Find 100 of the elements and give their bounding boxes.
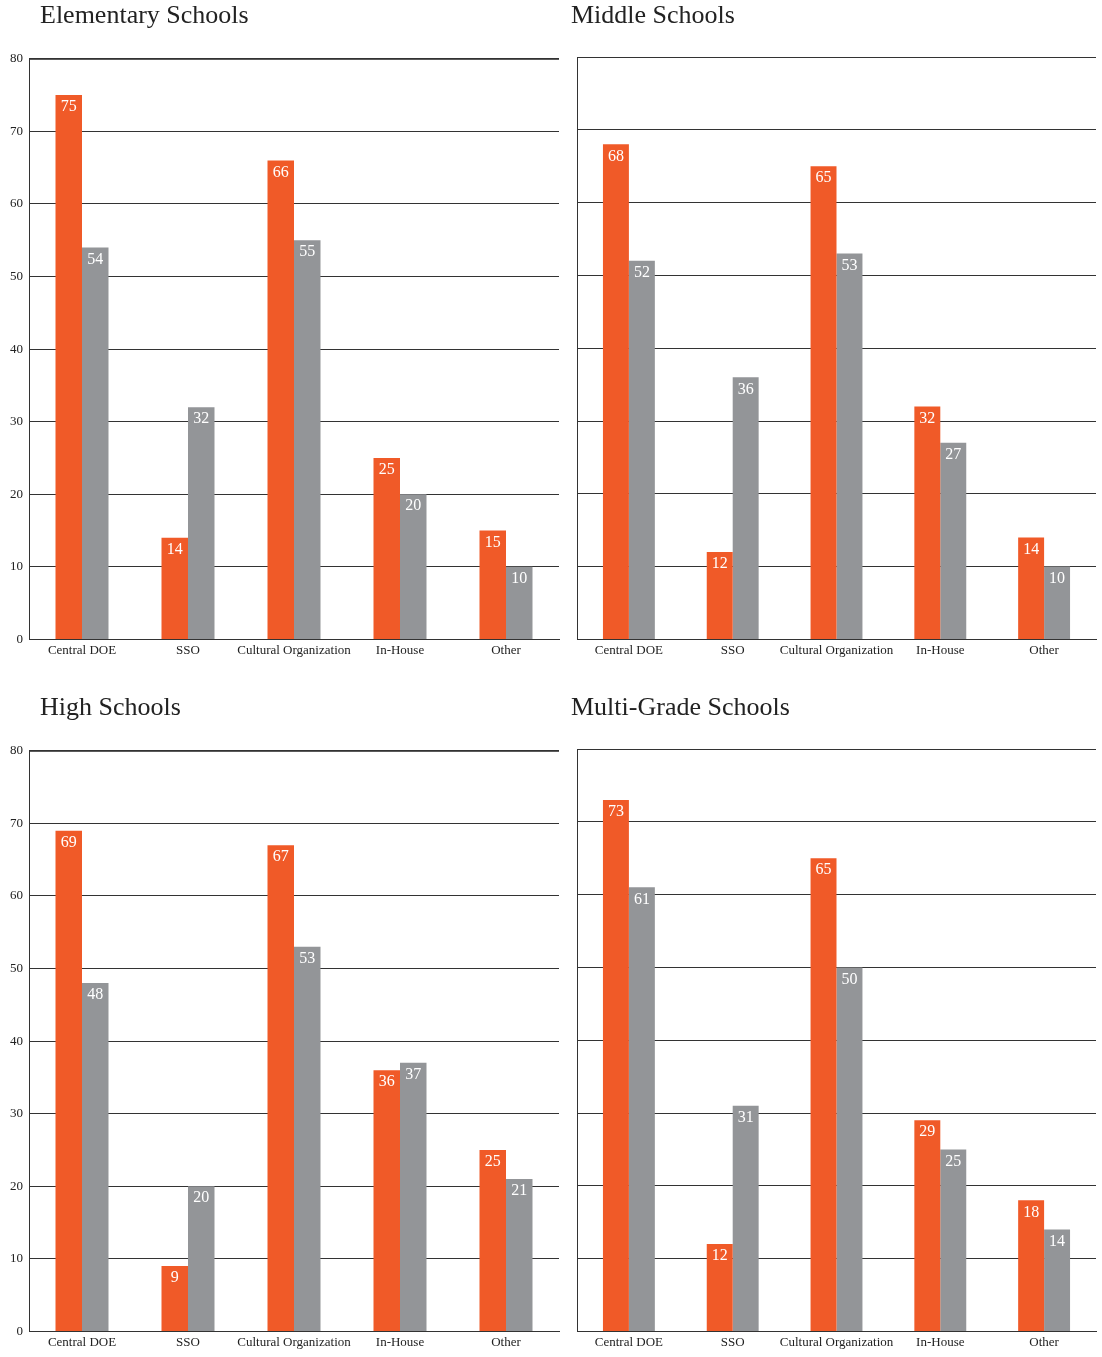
x-tick-label: In-House: [916, 1333, 965, 1349]
bar: [602, 799, 629, 1331]
y-tick-label: 40: [10, 1032, 23, 1048]
bar: [161, 537, 188, 639]
bar: [628, 887, 655, 1331]
x-tick-label: SSO: [176, 641, 200, 657]
bar: [82, 247, 109, 639]
data-label: 14: [1023, 539, 1040, 557]
data-label: 18: [1023, 1202, 1040, 1220]
y-tick-label: 70: [10, 814, 23, 830]
x-tick-label: Central DOE: [594, 641, 664, 657]
y-tick-label: 70: [10, 122, 23, 138]
chart-title: Multi-Grade Schools: [571, 692, 790, 722]
data-label: 21: [511, 1181, 528, 1199]
bar: [810, 166, 837, 639]
chart-title: Middle Schools: [571, 0, 735, 30]
bar: [161, 1266, 188, 1331]
y-tick-label: 60: [10, 887, 23, 903]
data-label: 50: [841, 969, 858, 987]
data-label: 20: [193, 1188, 210, 1206]
data-label: 20: [405, 496, 422, 514]
bar: [188, 407, 215, 639]
bar: [479, 1149, 506, 1331]
bar: [628, 260, 655, 639]
bar: [940, 1149, 967, 1331]
y-tick-label: 10: [10, 1250, 23, 1266]
data-label: 12: [711, 1246, 728, 1264]
x-tick-label: In-House: [375, 1333, 425, 1349]
bar: [914, 406, 941, 639]
data-label: 75: [60, 97, 77, 115]
y-tick-label: 40: [10, 340, 23, 356]
data-label: 52: [633, 263, 650, 281]
bar: [479, 530, 506, 639]
data-label: 65: [815, 860, 832, 878]
data-label: 54: [87, 249, 104, 267]
bar: [732, 377, 759, 639]
x-tick-label: Other: [491, 1333, 522, 1349]
bar: [914, 1120, 941, 1331]
bar: [55, 95, 82, 639]
data-label: 9: [170, 1268, 179, 1286]
x-tick-label: Cultural Organization: [237, 641, 352, 657]
data-label: 27: [945, 445, 962, 463]
data-label: 14: [1049, 1231, 1066, 1249]
y-tick-label: 60: [10, 195, 23, 211]
y-tick-label: 50: [10, 267, 23, 283]
x-tick-label: Cultural Organization: [779, 641, 894, 657]
data-label: 29: [919, 1122, 936, 1140]
data-label: 65: [815, 168, 832, 186]
data-label: 15: [484, 532, 501, 550]
data-label: 36: [378, 1072, 395, 1090]
y-tick-label: 50: [10, 959, 23, 975]
data-label: 48: [87, 985, 104, 1003]
bar: [55, 830, 82, 1331]
bar: [373, 457, 400, 639]
bar: [836, 253, 863, 639]
x-tick-label: Other: [491, 641, 522, 657]
y-tick-label: 30: [10, 413, 23, 429]
data-label: 25: [945, 1151, 962, 1169]
bar: [1044, 1229, 1071, 1331]
y-tick-label: 20: [10, 1177, 23, 1193]
data-label: 37: [405, 1065, 422, 1083]
bar: [400, 494, 427, 639]
bar: [1018, 1200, 1045, 1331]
y-tick-label: 80: [10, 50, 23, 66]
chart-title: High Schools: [40, 692, 181, 722]
x-tick-label: SSO: [176, 1333, 200, 1349]
y-tick-label: 20: [10, 485, 23, 501]
x-tick-label: In-House: [916, 641, 965, 657]
bar: [188, 1186, 215, 1331]
data-label: 68: [607, 146, 624, 164]
data-label: 69: [60, 832, 77, 850]
data-label: 32: [193, 409, 210, 427]
y-tick-label: 0: [16, 1322, 23, 1338]
data-label: 53: [841, 255, 858, 273]
bar: [836, 967, 863, 1331]
data-label: 36: [737, 379, 754, 397]
bar: [602, 144, 629, 639]
data-label: 67: [272, 847, 289, 865]
bar: [267, 160, 294, 639]
data-label: 73: [607, 802, 624, 820]
data-label: 14: [166, 540, 183, 557]
bar: [940, 442, 967, 639]
bar: [706, 552, 733, 639]
bar: [1018, 537, 1045, 639]
x-tick-label: SSO: [720, 641, 745, 657]
x-tick-label: Other: [1029, 1333, 1060, 1349]
bar: [1044, 566, 1071, 639]
bar: [82, 983, 109, 1331]
x-tick-label: Other: [1029, 641, 1060, 657]
y-tick-label: 10: [10, 558, 23, 574]
x-tick-label: Central DOE: [594, 1333, 664, 1349]
x-tick-label: SSO: [720, 1333, 745, 1349]
data-label: 10: [511, 569, 528, 587]
bar: [810, 858, 837, 1331]
data-label: 25: [484, 1152, 501, 1170]
data-label: 66: [272, 162, 289, 180]
bar: [706, 1244, 733, 1331]
data-label: 61: [633, 889, 650, 907]
bar: [294, 946, 321, 1331]
chart-title: Elementary Schools: [40, 0, 249, 30]
